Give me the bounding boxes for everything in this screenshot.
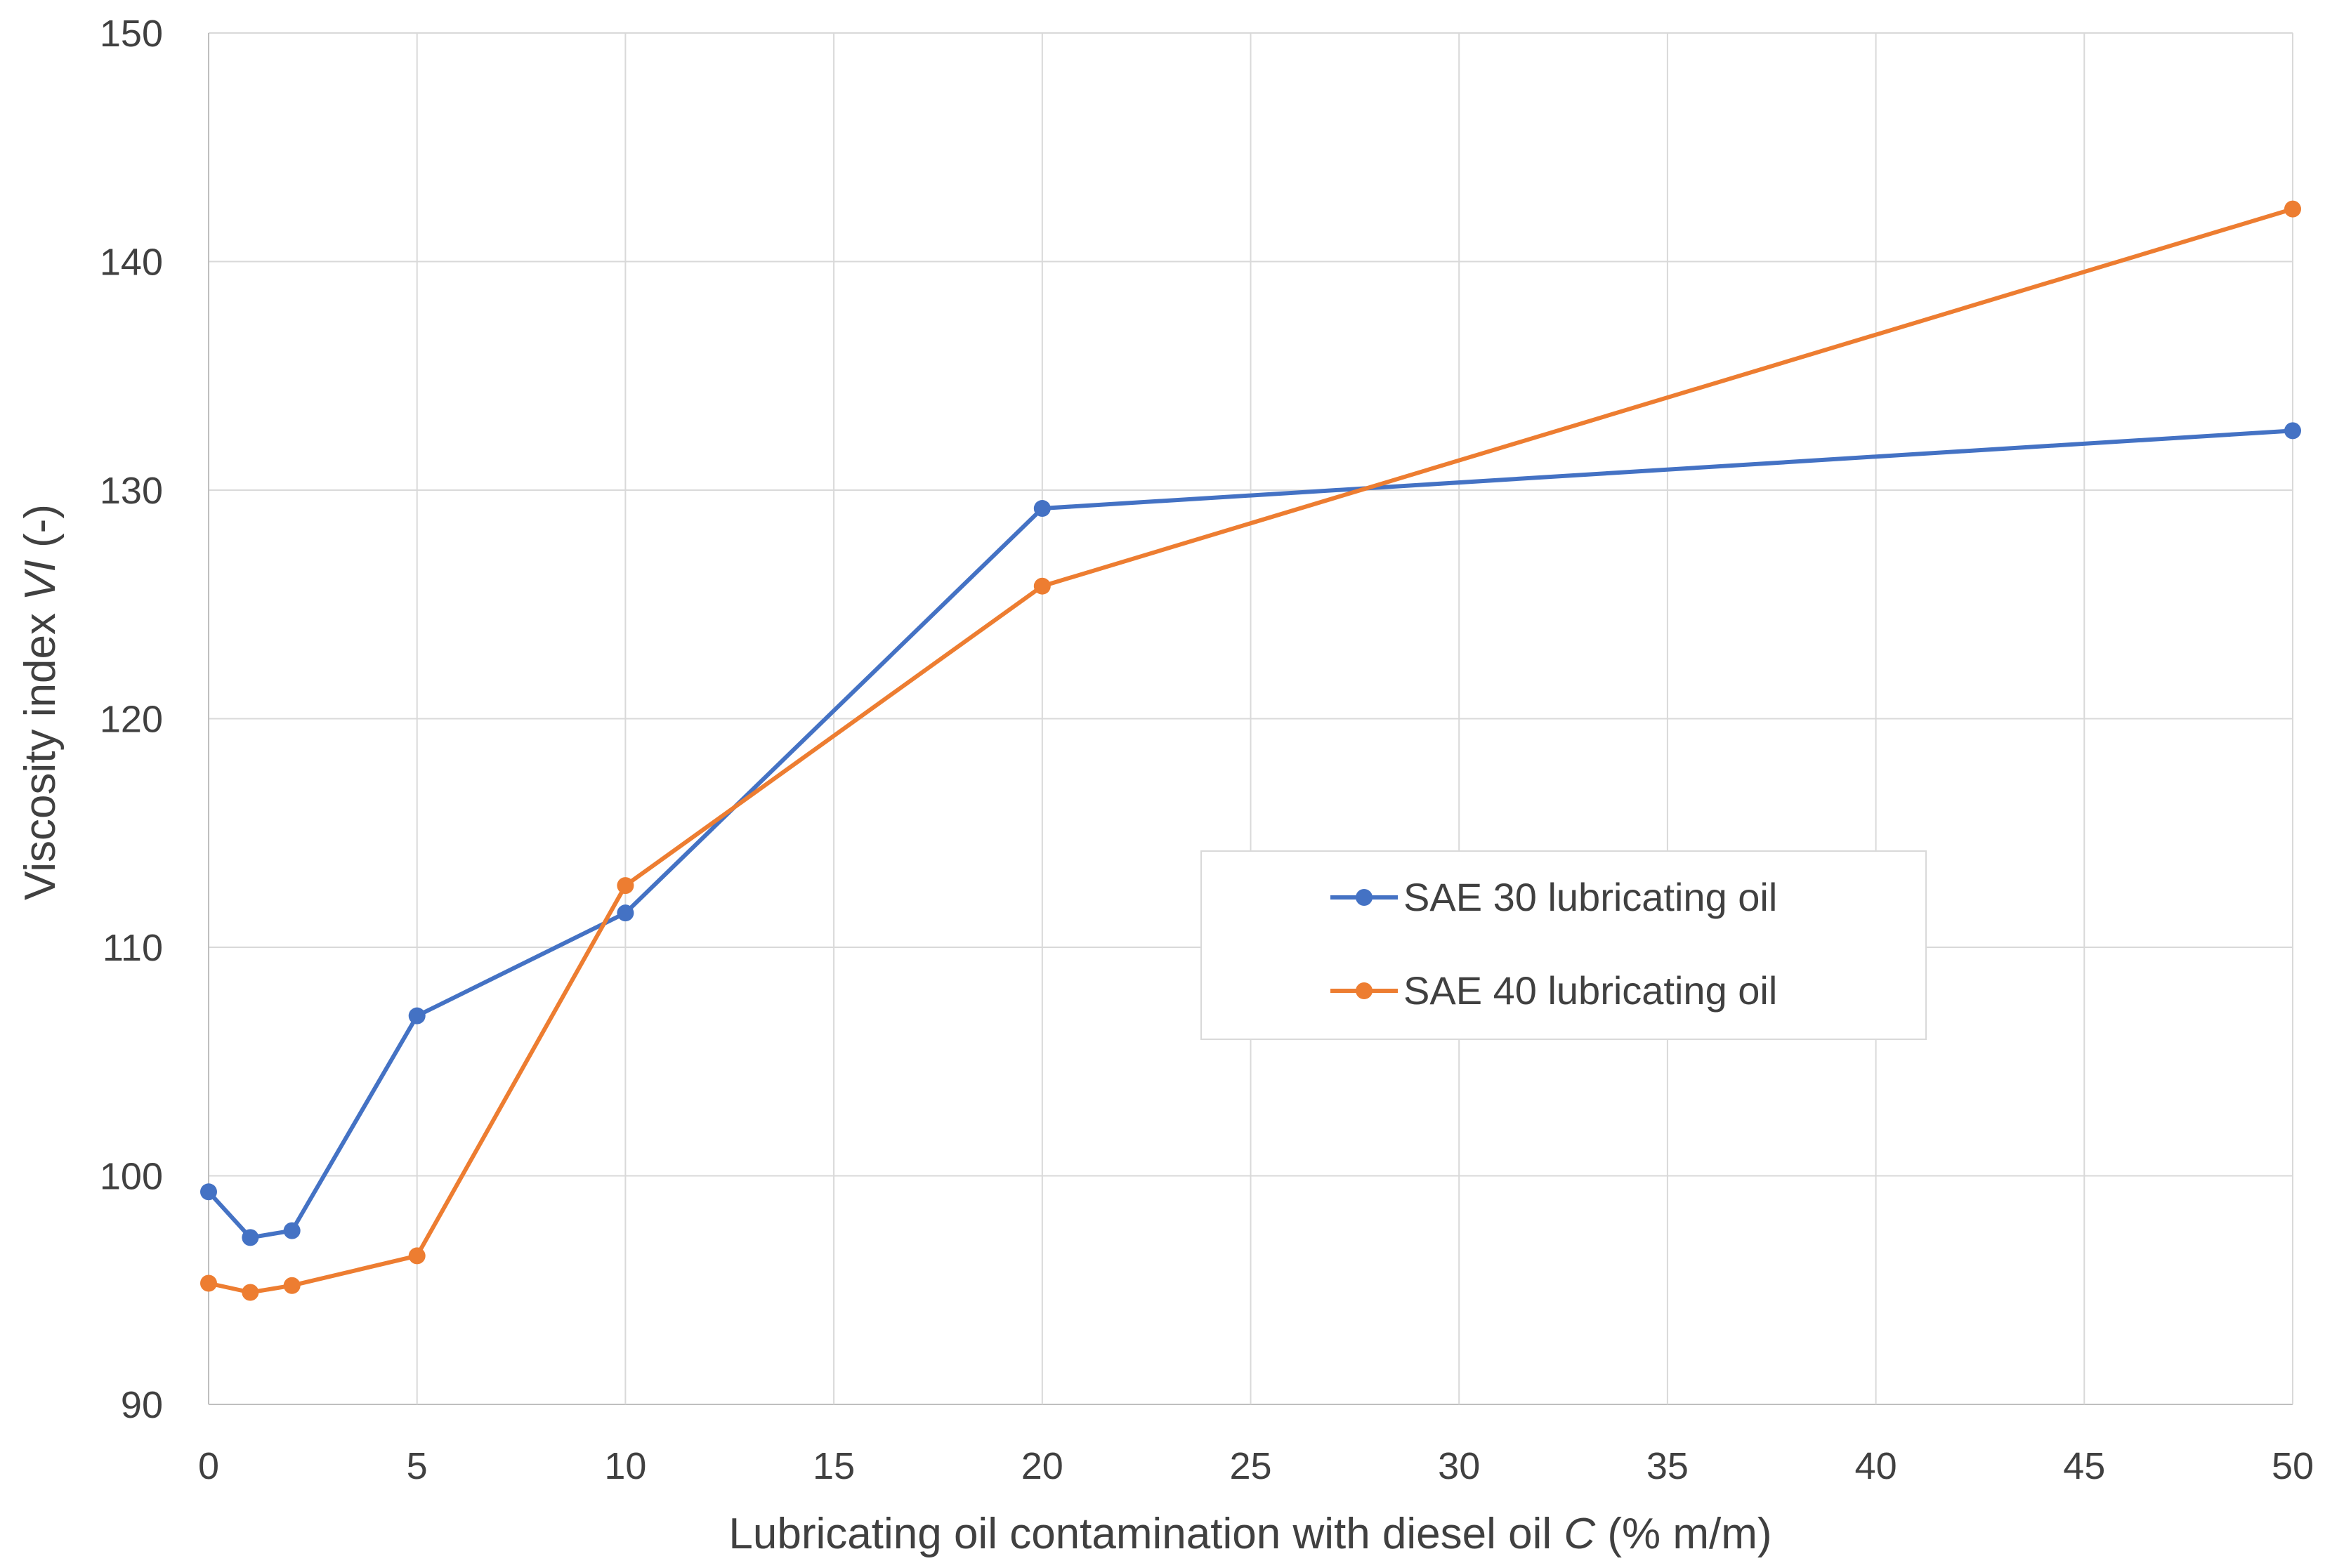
- data-point-sae-40-x0: [200, 1274, 217, 1292]
- legend-marker-sae-40: [1356, 982, 1373, 999]
- series-sae-30: [200, 422, 2301, 1246]
- y-tick-label-90: 90: [121, 1384, 163, 1426]
- data-point-sae-40-x20: [1033, 577, 1051, 595]
- x-tick-label-35: 35: [1646, 1445, 1689, 1487]
- tick-labels: 90 100 110 120 130 140 150 0 5 10 15 20 25 30 35 40 45 50: [100, 13, 2314, 1487]
- y-axis-title: Viscosity index VI (-): [16, 504, 65, 900]
- x-tick-label-0: 0: [198, 1445, 219, 1487]
- x-tick-label-40: 40: [1855, 1445, 1897, 1487]
- data-point-sae-30-x0: [200, 1183, 217, 1201]
- x-axis-title: Lubricating oil contamination with diese…: [728, 1510, 1771, 1558]
- data-point-sae-30-x10: [617, 904, 634, 922]
- y-tick-label-150: 150: [100, 13, 163, 55]
- data-point-sae-30-x2: [283, 1222, 301, 1239]
- data-point-sae-40-x5: [408, 1247, 426, 1265]
- series-sae-40: [200, 200, 2301, 1301]
- x-tick-label-15: 15: [813, 1445, 855, 1487]
- x-tick-label-10: 10: [604, 1445, 646, 1487]
- data-point-sae-40-x50: [2284, 200, 2301, 218]
- y-tick-label-130: 130: [100, 470, 163, 512]
- y-tick-label-140: 140: [100, 242, 163, 284]
- legend-box: [1200, 850, 1927, 1040]
- legend: SAE 30 lubricating oil SAE 40 lubricatin…: [1200, 850, 1927, 1040]
- legend-entry-sae-40: SAE 40 lubricating oil: [1330, 968, 1777, 1013]
- legend-marker-sae-30: [1356, 889, 1373, 906]
- legend-label-sae-30: SAE 30 lubricating oil: [1403, 875, 1777, 919]
- series-layer: [200, 200, 2301, 1301]
- data-point-sae-30-x1: [242, 1229, 259, 1246]
- x-tick-label-45: 45: [2063, 1445, 2105, 1487]
- data-point-sae-30-x5: [408, 1007, 426, 1025]
- data-point-sae-30-x50: [2284, 422, 2301, 440]
- legend-entry-sae-30: SAE 30 lubricating oil: [1330, 875, 1777, 919]
- y-tick-label-100: 100: [100, 1156, 163, 1198]
- data-point-sae-40-x1: [242, 1284, 259, 1301]
- y-tick-label-120: 120: [100, 699, 163, 741]
- y-tick-label-110: 110: [103, 927, 163, 969]
- x-tick-label-25: 25: [1229, 1445, 1271, 1487]
- x-tick-label-20: 20: [1021, 1445, 1063, 1487]
- x-tick-label-50: 50: [2272, 1445, 2314, 1487]
- data-point-sae-40-x2: [283, 1277, 301, 1294]
- data-point-sae-30-x20: [1033, 500, 1051, 518]
- x-tick-label-5: 5: [407, 1445, 428, 1487]
- grid-lines: [208, 32, 2293, 1405]
- x-tick-label-30: 30: [1438, 1445, 1480, 1487]
- data-point-sae-40-x10: [617, 877, 634, 895]
- legend-label-sae-40: SAE 40 lubricating oil: [1403, 968, 1777, 1013]
